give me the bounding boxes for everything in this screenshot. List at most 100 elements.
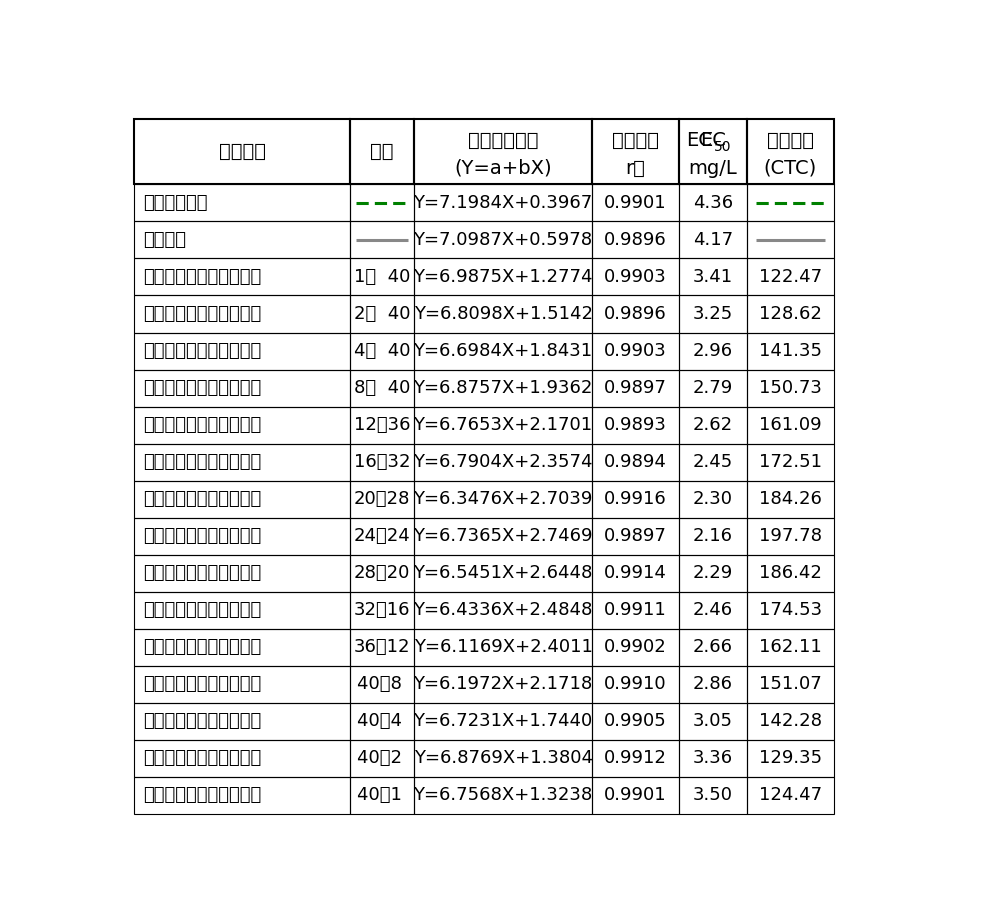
Bar <box>350 332 414 369</box>
Bar <box>747 629 834 666</box>
Text: Y=7.1984X+0.3967: Y=7.1984X+0.3967 <box>413 194 593 212</box>
Bar <box>747 332 834 369</box>
Text: (Y=a+bX): (Y=a+bX) <box>454 158 552 178</box>
Text: 142.28: 142.28 <box>759 713 822 730</box>
Text: 0.9897: 0.9897 <box>604 379 667 397</box>
Bar <box>414 119 592 184</box>
Text: Y=6.1972X+2.1718: Y=6.1972X+2.1718 <box>413 675 593 694</box>
Text: 2.45: 2.45 <box>693 453 733 472</box>
Text: 高效精甲霜灵：苯噻菌胺: 高效精甲霜灵：苯噻菌胺 <box>143 713 261 730</box>
Text: 141.35: 141.35 <box>759 342 822 360</box>
Bar <box>592 518 679 554</box>
Text: 高效精甲霜灵：苯噻菌胺: 高效精甲霜灵：苯噻菌胺 <box>143 638 261 657</box>
Text: 2：  40: 2： 40 <box>354 305 410 323</box>
Text: 高效精甲霜灵：苯噻菌胺: 高效精甲霜灵：苯噻菌胺 <box>143 342 261 360</box>
Text: 2.62: 2.62 <box>693 416 733 434</box>
Bar <box>679 777 747 814</box>
Text: 0.9901: 0.9901 <box>604 194 667 212</box>
Text: 8：  40: 8： 40 <box>354 379 410 397</box>
Text: 2.16: 2.16 <box>693 527 733 545</box>
Bar <box>134 740 350 777</box>
Text: 0.9897: 0.9897 <box>604 527 667 545</box>
Bar <box>134 259 350 296</box>
Text: 高效精甲霜灵：苯噻菌胺: 高效精甲霜灵：苯噻菌胺 <box>143 379 261 397</box>
Bar <box>679 296 747 332</box>
Bar <box>350 554 414 592</box>
Bar <box>747 777 834 814</box>
Bar <box>592 259 679 296</box>
Text: 苯噻菌胺: 苯噻菌胺 <box>143 231 186 249</box>
Bar <box>134 296 350 332</box>
Bar <box>679 221 747 259</box>
Text: 129.35: 129.35 <box>759 750 822 767</box>
Text: 20：28: 20：28 <box>354 490 410 508</box>
Bar <box>592 296 679 332</box>
Text: 24：24: 24：24 <box>354 527 410 545</box>
Bar <box>747 592 834 629</box>
Bar <box>592 592 679 629</box>
Text: 高效精甲霜灵：苯噻菌胺: 高效精甲霜灵：苯噻菌胺 <box>143 416 261 434</box>
Text: Y=6.9875X+1.2774: Y=6.9875X+1.2774 <box>413 268 593 286</box>
Text: 0.9905: 0.9905 <box>604 713 667 730</box>
Text: 0.9903: 0.9903 <box>604 268 667 286</box>
Text: 配比: 配比 <box>370 142 394 161</box>
Bar <box>747 296 834 332</box>
Bar <box>679 629 747 666</box>
Text: 3.36: 3.36 <box>693 750 733 767</box>
Text: 2.46: 2.46 <box>693 601 733 619</box>
Text: 0.9911: 0.9911 <box>604 601 667 619</box>
Bar <box>414 221 592 259</box>
Text: 12：36: 12：36 <box>354 416 410 434</box>
Text: 高效精甲霜灵：苯噻菌胺: 高效精甲霜灵：苯噻菌胺 <box>143 527 261 545</box>
Bar <box>592 629 679 666</box>
Bar <box>414 369 592 406</box>
Bar <box>592 406 679 444</box>
Text: (CTC): (CTC) <box>764 158 817 178</box>
Bar <box>592 703 679 740</box>
Bar <box>592 740 679 777</box>
Text: 36：12: 36：12 <box>354 638 410 657</box>
Text: Y=7.0987X+0.5978: Y=7.0987X+0.5978 <box>413 231 593 249</box>
Bar <box>134 666 350 703</box>
Bar <box>350 703 414 740</box>
Text: 0.9912: 0.9912 <box>604 750 667 767</box>
Text: 16：32: 16：32 <box>354 453 410 472</box>
Bar <box>679 592 747 629</box>
Text: 2.66: 2.66 <box>693 638 733 657</box>
Text: 毒力回归方程: 毒力回归方程 <box>468 131 538 150</box>
Bar <box>134 184 350 221</box>
Text: 1：  40: 1： 40 <box>354 268 410 286</box>
Bar <box>350 221 414 259</box>
Text: Y=6.4336X+2.4848: Y=6.4336X+2.4848 <box>413 601 593 619</box>
Text: 2.96: 2.96 <box>693 342 733 360</box>
Text: Y=6.7653X+2.1701: Y=6.7653X+2.1701 <box>413 416 593 434</box>
Bar <box>350 259 414 296</box>
Text: 40：4: 40：4 <box>357 713 407 730</box>
Text: 高效精甲霜灵: 高效精甲霜灵 <box>143 194 207 212</box>
Text: 3.05: 3.05 <box>693 713 733 730</box>
Bar <box>350 777 414 814</box>
Bar <box>592 221 679 259</box>
Text: 0.9914: 0.9914 <box>604 565 667 582</box>
Bar <box>592 444 679 481</box>
Text: 2.29: 2.29 <box>693 565 733 582</box>
Bar <box>679 332 747 369</box>
Text: 3.41: 3.41 <box>693 268 733 286</box>
Bar <box>414 666 592 703</box>
Text: 186.42: 186.42 <box>759 565 822 582</box>
Text: 0.9896: 0.9896 <box>604 305 667 323</box>
Text: 4.17: 4.17 <box>693 231 733 249</box>
Bar <box>747 703 834 740</box>
Text: 197.78: 197.78 <box>759 527 822 545</box>
Bar <box>134 518 350 554</box>
Text: 0.9916: 0.9916 <box>604 490 667 508</box>
Text: 4：  40: 4： 40 <box>354 342 410 360</box>
Text: 122.47: 122.47 <box>759 268 822 286</box>
Bar <box>592 666 679 703</box>
Bar <box>679 184 747 221</box>
Text: Y=6.7231X+1.7440: Y=6.7231X+1.7440 <box>413 713 593 730</box>
Bar <box>350 740 414 777</box>
Text: 0.9902: 0.9902 <box>604 638 667 657</box>
Text: Y=6.8769X+1.3804: Y=6.8769X+1.3804 <box>414 750 593 767</box>
Bar <box>679 666 747 703</box>
